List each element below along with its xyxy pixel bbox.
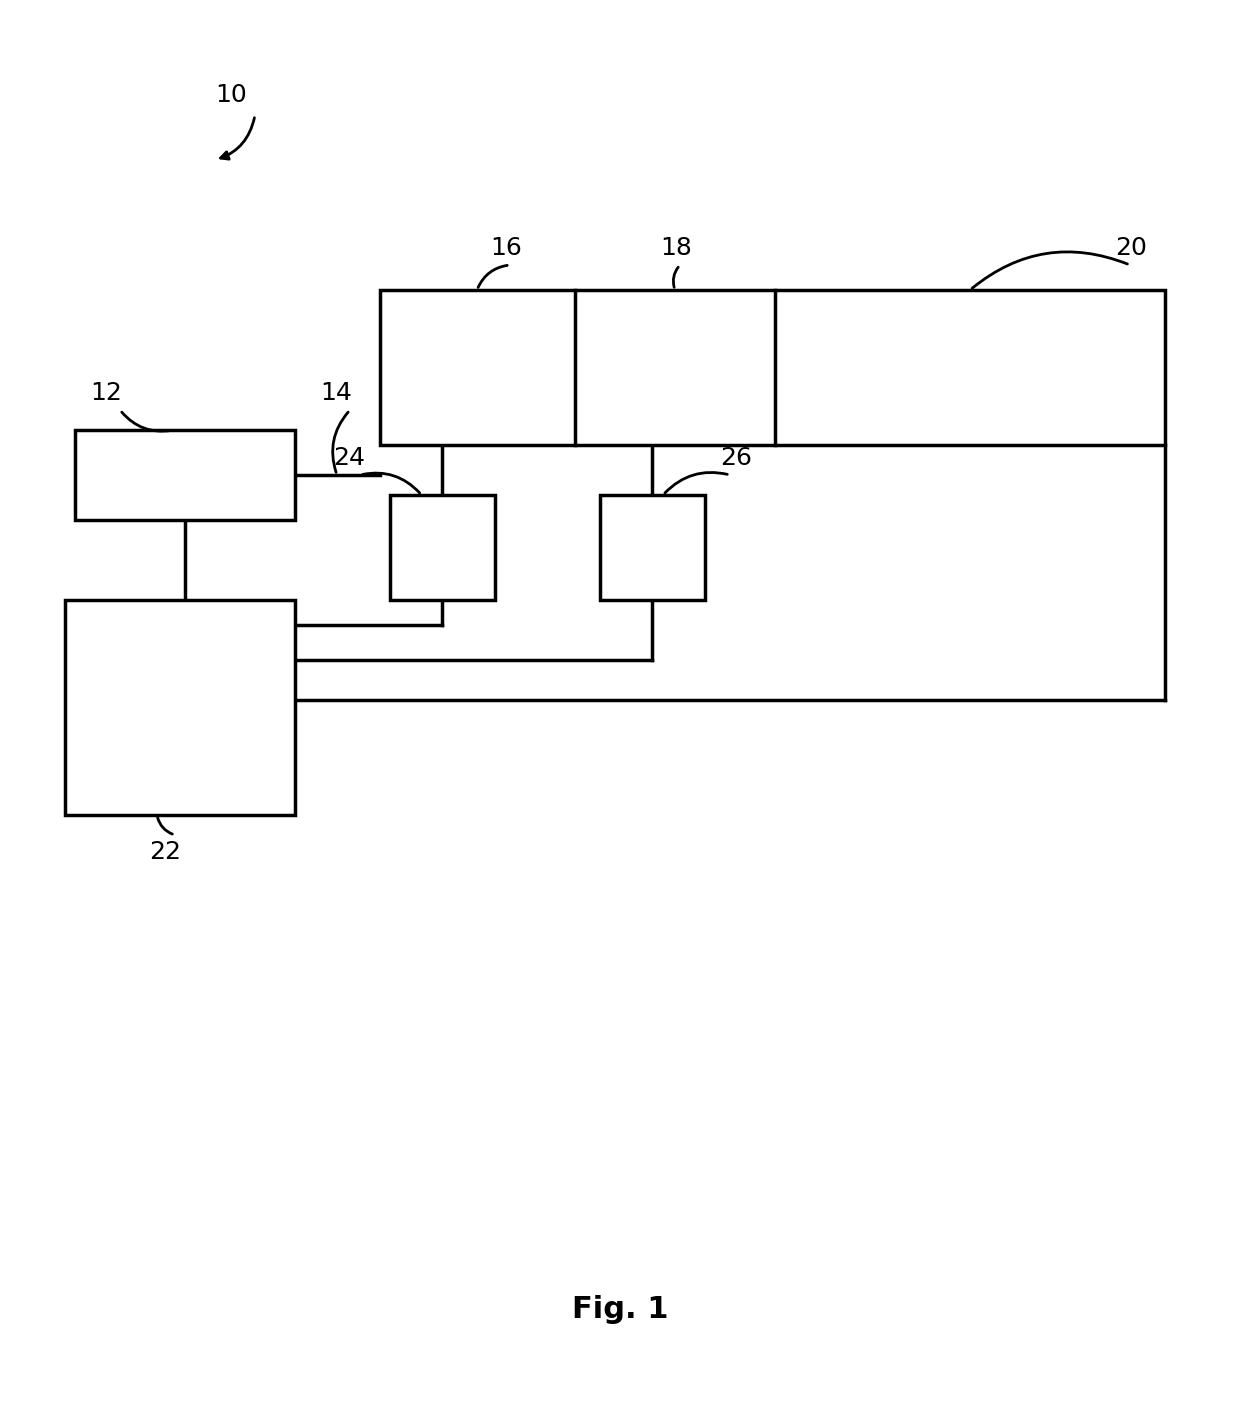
Text: 22: 22 <box>149 840 181 864</box>
Text: 12: 12 <box>91 381 122 406</box>
Text: Fig. 1: Fig. 1 <box>572 1295 668 1325</box>
Bar <box>379 290 1166 445</box>
Bar <box>600 495 706 601</box>
Bar <box>64 601 295 815</box>
Text: 18: 18 <box>660 236 692 260</box>
Text: 26: 26 <box>720 445 751 470</box>
Bar <box>391 495 495 601</box>
Bar <box>74 430 295 519</box>
Text: 16: 16 <box>490 236 522 260</box>
Text: 14: 14 <box>320 381 352 406</box>
Text: 24: 24 <box>334 445 365 470</box>
Text: 10: 10 <box>215 83 247 107</box>
Text: 20: 20 <box>1115 236 1147 260</box>
